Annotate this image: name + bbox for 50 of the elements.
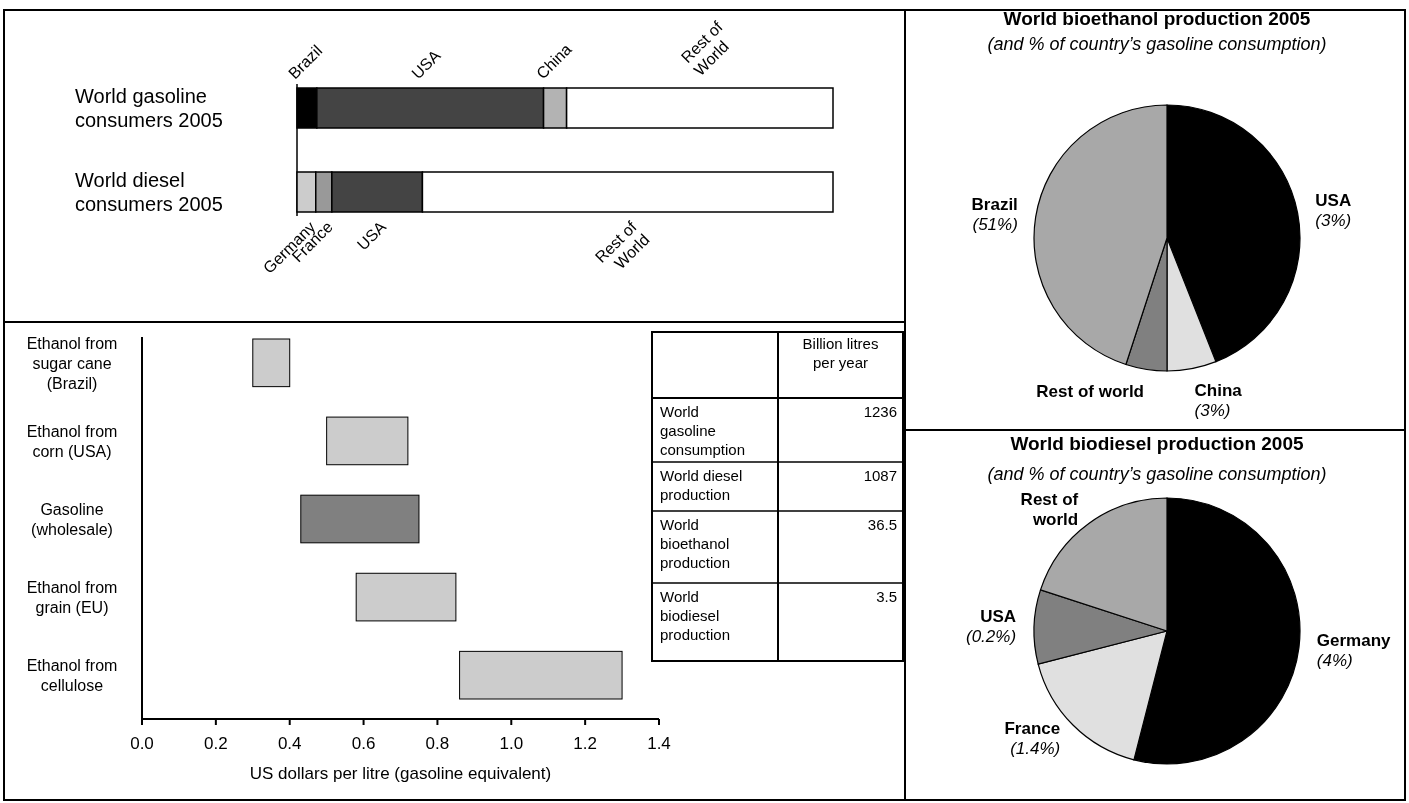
slice-label: Germany bbox=[1316, 630, 1392, 650]
y-tick-label: Gasoline (wholesale) bbox=[31, 501, 113, 538]
text: (0.2%) bbox=[966, 627, 1017, 647]
slice-label: France bbox=[1004, 718, 1061, 738]
slice-label: Rest of world bbox=[1036, 382, 1144, 402]
x-axis-title: US dollars per litre (gasoline equivalent) bbox=[249, 764, 552, 783]
text: (1.4%) bbox=[1010, 738, 1061, 758]
chart-title: World bioethanol production 2005 bbox=[1003, 8, 1311, 29]
data-label: 3.5 bbox=[876, 588, 897, 605]
bar bbox=[326, 416, 409, 466]
bar bbox=[252, 338, 291, 388]
text: (3%) bbox=[1315, 210, 1352, 230]
x-tick-label: 0.6 bbox=[351, 734, 376, 753]
bar bbox=[300, 494, 420, 544]
y-tick-label: World diesel consumers 2005 bbox=[75, 169, 223, 215]
data-label: 1236 bbox=[863, 403, 897, 420]
bar bbox=[355, 572, 457, 622]
x-tick-label: 1.4 bbox=[647, 734, 671, 753]
category-label: World bioethanol production bbox=[660, 516, 731, 571]
chart-title: World biodiesel production 2005 bbox=[1010, 433, 1304, 454]
y-tick-label: Ethanol from sugar cane (Brazil) bbox=[26, 334, 118, 392]
slice-label: USA bbox=[980, 607, 1017, 627]
x-tick-label: 0.8 bbox=[425, 734, 450, 753]
x-tick-label: 0.2 bbox=[204, 734, 228, 753]
text: USA bbox=[408, 46, 444, 83]
x-tick-label: 0.0 bbox=[130, 734, 154, 753]
text: Billion litres per year bbox=[802, 335, 879, 371]
bar bbox=[459, 650, 623, 700]
chart-subtitle: (and % of country’s gasoline consumption) bbox=[987, 464, 1327, 484]
slice-label: Brazil bbox=[971, 195, 1018, 215]
x-tick-label: 1.0 bbox=[499, 734, 524, 753]
slice-label: USA bbox=[1315, 190, 1352, 210]
chart-subtitle: (and % of country’s gasoline consumption) bbox=[987, 34, 1327, 54]
category-label: World diesel production bbox=[660, 467, 743, 503]
category-label: World gasoline consumption bbox=[660, 403, 746, 458]
y-tick-label: World gasoline consumers 2005 bbox=[75, 85, 223, 131]
category-label: World biodiesel production bbox=[660, 588, 731, 643]
x-tick-label: 1.2 bbox=[573, 734, 597, 753]
data-label: 36.5 bbox=[867, 516, 897, 533]
text: (4%) bbox=[1316, 650, 1353, 670]
text: USA bbox=[353, 217, 390, 254]
data-label: 1087 bbox=[863, 467, 897, 484]
text: (3%) bbox=[1194, 401, 1231, 421]
slice-label: Rest of world bbox=[1020, 489, 1079, 529]
slice-label: China bbox=[1194, 381, 1243, 401]
x-tick-label: 0.4 bbox=[277, 734, 302, 753]
y-tick-label: Ethanol from corn (USA) bbox=[26, 422, 118, 460]
y-tick-label: Ethanol from cellulose bbox=[26, 657, 118, 695]
text: (51%) bbox=[972, 215, 1018, 235]
y-tick-label: Ethanol from grain (EU) bbox=[26, 579, 118, 617]
